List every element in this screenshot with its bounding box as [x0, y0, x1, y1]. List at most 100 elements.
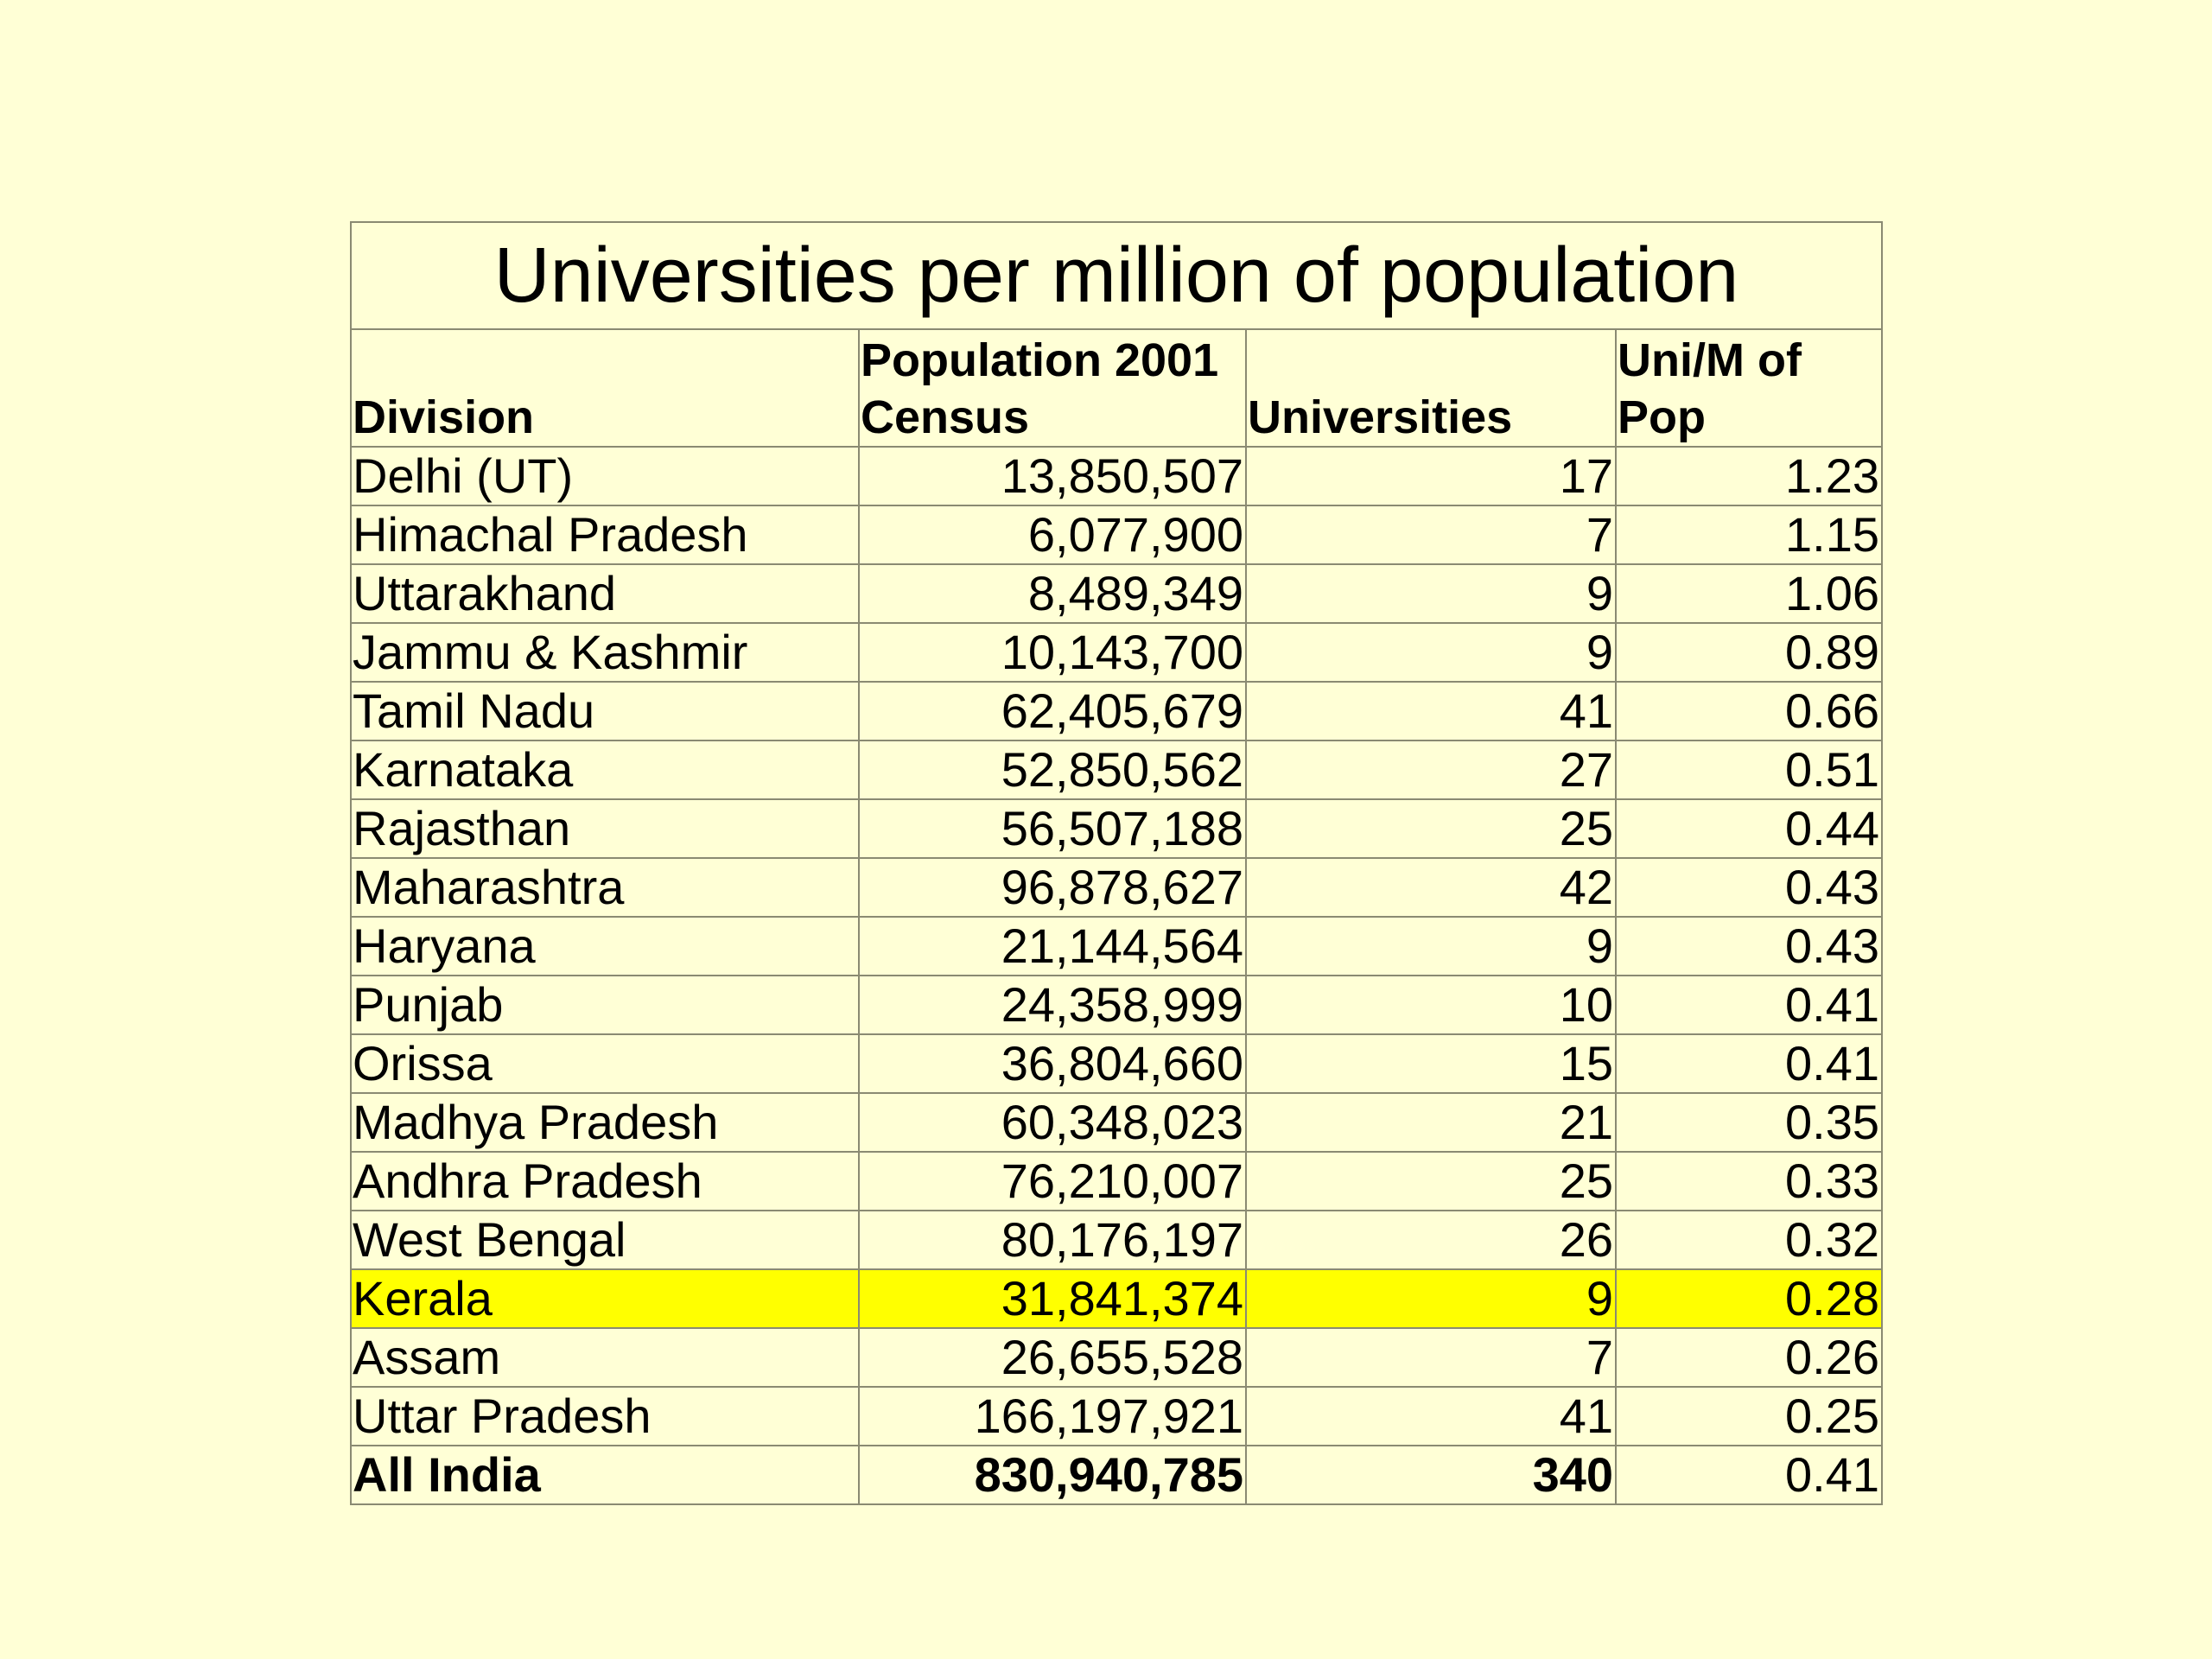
- table-row: Andhra Pradesh 76,210,007 25 0.33: [350, 1151, 1884, 1211]
- population-cell: 80,176,197: [858, 1210, 1247, 1270]
- division-cell: Karnataka: [350, 740, 860, 800]
- population-cell: 26,655,528: [858, 1327, 1247, 1388]
- division-cell: Orissa: [350, 1033, 860, 1094]
- ratio-cell: 0.43: [1614, 857, 1884, 918]
- table-row: Uttarakhand 8,489,349 9 1.06: [350, 563, 1884, 624]
- division-cell: Tamil Nadu: [350, 681, 860, 741]
- division-cell: West Bengal: [350, 1210, 860, 1270]
- population-cell: 10,143,700: [858, 622, 1247, 683]
- population-cell: 62,405,679: [858, 681, 1247, 741]
- ratio-cell: 0.51: [1614, 740, 1884, 800]
- table-body: Delhi (UT) 13,850,507 17 1.23 Himachal Prade…: [350, 446, 1884, 1446]
- population-cell: 56,507,188: [858, 798, 1247, 859]
- universities-table: Universities per million of population D…: [349, 221, 1884, 1505]
- table-title: Universities per million of population: [349, 221, 1884, 330]
- universities-cell: 21: [1245, 1092, 1617, 1153]
- ratio-cell: 0.25: [1614, 1386, 1884, 1446]
- table-row: Tamil Nadu 62,405,679 41 0.66: [350, 681, 1884, 741]
- total-row: All India 830,940,785 340 0.41: [350, 1445, 1884, 1505]
- universities-cell: 42: [1245, 857, 1617, 918]
- ratio-cell: 1.15: [1614, 505, 1884, 565]
- universities-cell: 27: [1245, 740, 1617, 800]
- population-cell: 36,804,660: [858, 1033, 1247, 1094]
- division-cell: Andhra Pradesh: [350, 1151, 860, 1211]
- ratio-cell: 0.26: [1614, 1327, 1884, 1388]
- universities-cell: 7: [1245, 505, 1617, 565]
- total-population: 830,940,785: [858, 1445, 1247, 1505]
- total-ratio: 0.41: [1614, 1445, 1884, 1505]
- division-cell: Rajasthan: [350, 798, 860, 859]
- ratio-cell: 0.41: [1614, 1033, 1884, 1094]
- ratio-cell: 0.66: [1614, 681, 1884, 741]
- table-row: Kerala 31,841,374 9 0.28: [350, 1268, 1884, 1329]
- universities-cell: 7: [1245, 1327, 1617, 1388]
- ratio-cell: 0.41: [1614, 975, 1884, 1035]
- population-cell: 76,210,007: [858, 1151, 1247, 1211]
- header-division: Division: [350, 328, 860, 448]
- universities-cell: 15: [1245, 1033, 1617, 1094]
- universities-cell: 9: [1245, 563, 1617, 624]
- table-row: Madhya Pradesh 60,348,023 21 0.35: [350, 1092, 1884, 1153]
- total-division: All India: [350, 1445, 860, 1505]
- division-cell: Uttarakhand: [350, 563, 860, 624]
- title-row: Universities per million of population: [349, 221, 1884, 330]
- table-row: Karnataka 52,850,562 27 0.51: [350, 740, 1884, 800]
- table-row: Rajasthan 56,507,188 25 0.44: [350, 798, 1884, 859]
- ratio-cell: 0.43: [1614, 916, 1884, 976]
- division-cell: Haryana: [350, 916, 860, 976]
- table-row: Maharashtra 96,878,627 42 0.43: [350, 857, 1884, 918]
- universities-cell: 41: [1245, 1386, 1617, 1446]
- ratio-cell: 0.33: [1614, 1151, 1884, 1211]
- universities-cell: 25: [1245, 798, 1617, 859]
- universities-cell: 9: [1245, 622, 1617, 683]
- population-cell: 31,841,374: [858, 1268, 1247, 1329]
- header-ratio: Uni/M of Pop: [1614, 328, 1884, 448]
- table-row: Uttar Pradesh 166,197,921 41 0.25: [350, 1386, 1884, 1446]
- division-cell: Assam: [350, 1327, 860, 1388]
- table-row: Delhi (UT) 13,850,507 17 1.23: [350, 446, 1884, 506]
- table-row: Punjab 24,358,999 10 0.41: [350, 975, 1884, 1035]
- table-row: Assam 26,655,528 7 0.26: [350, 1327, 1884, 1388]
- total-universities: 340: [1245, 1445, 1617, 1505]
- ratio-cell: 0.32: [1614, 1210, 1884, 1270]
- population-cell: 24,358,999: [858, 975, 1247, 1035]
- universities-cell: 9: [1245, 1268, 1617, 1329]
- universities-cell: 9: [1245, 916, 1617, 976]
- ratio-cell: 0.35: [1614, 1092, 1884, 1153]
- division-cell: Punjab: [350, 975, 860, 1035]
- header-universities: Universities: [1245, 328, 1617, 448]
- division-cell: Jammu & Kashmir: [350, 622, 860, 683]
- population-cell: 21,144,564: [858, 916, 1247, 976]
- division-cell: Uttar Pradesh: [350, 1386, 860, 1446]
- division-cell: Himachal Pradesh: [350, 505, 860, 565]
- universities-cell: 25: [1245, 1151, 1617, 1211]
- universities-cell: 26: [1245, 1210, 1617, 1270]
- table-row: Jammu & Kashmir 10,143,700 9 0.89: [350, 622, 1884, 683]
- universities-cell: 10: [1245, 975, 1617, 1035]
- header-row: Division Population 2001 Census Universi…: [350, 328, 1884, 448]
- population-cell: 166,197,921: [858, 1386, 1247, 1446]
- universities-cell: 17: [1245, 446, 1617, 506]
- ratio-cell: 0.28: [1614, 1268, 1884, 1329]
- population-cell: 60,348,023: [858, 1092, 1247, 1153]
- table-row: Orissa 36,804,660 15 0.41: [350, 1033, 1884, 1094]
- ratio-cell: 1.23: [1614, 446, 1884, 506]
- table-row: West Bengal 80,176,197 26 0.32: [350, 1210, 1884, 1270]
- population-cell: 96,878,627: [858, 857, 1247, 918]
- population-cell: 6,077,900: [858, 505, 1247, 565]
- population-cell: 52,850,562: [858, 740, 1247, 800]
- universities-cell: 41: [1245, 681, 1617, 741]
- ratio-cell: 1.06: [1614, 563, 1884, 624]
- table-row: Himachal Pradesh 6,077,900 7 1.15: [350, 505, 1884, 565]
- population-cell: 8,489,349: [858, 563, 1247, 624]
- ratio-cell: 0.44: [1614, 798, 1884, 859]
- header-population: Population 2001 Census: [858, 328, 1247, 448]
- population-cell: 13,850,507: [858, 446, 1247, 506]
- division-cell: Kerala: [350, 1268, 860, 1329]
- division-cell: Delhi (UT): [350, 446, 860, 506]
- division-cell: Maharashtra: [350, 857, 860, 918]
- ratio-cell: 0.89: [1614, 622, 1884, 683]
- division-cell: Madhya Pradesh: [350, 1092, 860, 1153]
- table-row: Haryana 21,144,564 9 0.43: [350, 916, 1884, 976]
